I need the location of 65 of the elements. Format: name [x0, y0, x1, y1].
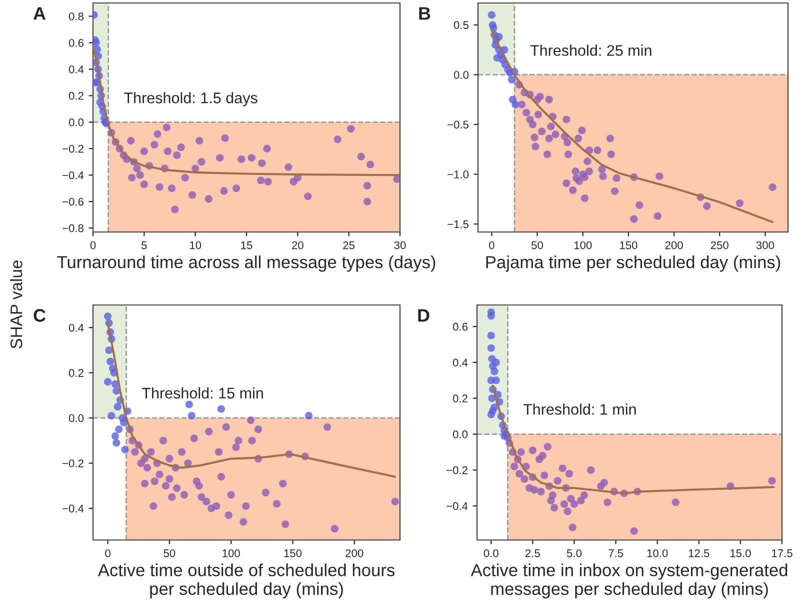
y-tick-label: 0.0 [454, 70, 469, 79]
x-tick-label: 2.5 [526, 549, 540, 558]
text: A [33, 7, 46, 20]
x-tick-label: 0 [105, 549, 110, 558]
y-tick-label: −1.5 [448, 220, 469, 228]
annotation: Threshold: 15 min [142, 387, 263, 399]
y-tick-label: −0.5 [448, 120, 469, 129]
x-tick-label: 5.0 [566, 549, 582, 558]
y-tick-label: 0.4 [452, 358, 468, 367]
x-tick-label: 150 [284, 549, 302, 558]
x-tick-label: 7.5 [608, 549, 624, 558]
x-tick-label: 25 [343, 241, 355, 250]
x-tick-label: 200 [665, 241, 683, 250]
y-tick-label: 0.4 [68, 324, 84, 332]
x-tick-label: 15 [241, 241, 252, 250]
x-axis-title: Turnaround time across all message types (days) [57, 256, 436, 272]
y-tick-label: 0.5 [454, 21, 469, 30]
x-axis-title: Active time outside of scheduled hours per scheduled day (mins) [98, 564, 394, 598]
y-axis-title: SHAP value [10, 260, 22, 349]
x-tick-label: 20 [292, 241, 304, 250]
y-tick-label: 0.6 [452, 322, 468, 331]
text: B [419, 7, 430, 20]
x-tick-label: 100 [574, 241, 592, 250]
x-tick-label: 250 [710, 241, 728, 250]
y-tick-label: −0.8 [62, 224, 84, 232]
y-tick-label: 0.0 [68, 118, 84, 126]
y-tick-label: 0.0 [452, 430, 468, 438]
x-tick-label: 200 [346, 549, 364, 558]
x-tick-label: 100 [222, 549, 240, 558]
y-tick-label: −0.2 [446, 466, 468, 474]
y-tick-label: 0.4 [68, 65, 84, 74]
y-tick-label: 0.0 [68, 414, 84, 422]
x-tick-label: 0 [90, 241, 96, 250]
annotation: Threshold: 25 min [530, 44, 652, 56]
y-tick-label: 0.2 [452, 394, 468, 402]
x-tick-label: 50 [532, 241, 544, 250]
x-axis-title: Pajama time per scheduled day (mins) [486, 256, 780, 272]
y-tick-label: 0.8 [68, 12, 84, 20]
x-tick-label: 12.5 [688, 549, 710, 558]
y-tick-label: −0.2 [62, 459, 84, 468]
y-tick-label: 0.2 [68, 369, 84, 377]
x-tick-label: 0.0 [484, 549, 498, 558]
text: D [418, 309, 430, 322]
y-tick-label: −0.4 [446, 502, 468, 510]
y-tick-label: −0.2 [62, 144, 84, 153]
x-tick-label: 150 [620, 241, 638, 250]
annotation: Threshold: 1 min [523, 404, 636, 415]
annotation: Threshold: 1.5 days [124, 92, 258, 106]
y-tick-label: 0.2 [68, 92, 84, 100]
x-tick-label: 10 [190, 241, 202, 250]
x-tick-label: 300 [756, 241, 774, 250]
text: C [34, 309, 46, 322]
x-tick-label: 30 [394, 241, 406, 250]
x-tick-label: 5 [142, 241, 147, 250]
y-tick-label: −0.6 [62, 198, 84, 206]
y-tick-label: −1.0 [448, 170, 469, 178]
x-tick-label: 17.5 [772, 549, 792, 558]
y-tick-label: −0.4 [62, 171, 84, 180]
x-tick-label: 50 [164, 549, 176, 558]
x-tick-label: 15.0 [730, 549, 751, 558]
y-tick-label: −0.4 [62, 504, 84, 512]
x-tick-label: 0 [489, 241, 494, 250]
x-tick-label: 10.0 [647, 549, 668, 558]
y-tick-label: 0.6 [68, 38, 84, 47]
x-axis-title: Active time in inbox on system-generated messages per scheduled day (mins) [470, 564, 788, 598]
